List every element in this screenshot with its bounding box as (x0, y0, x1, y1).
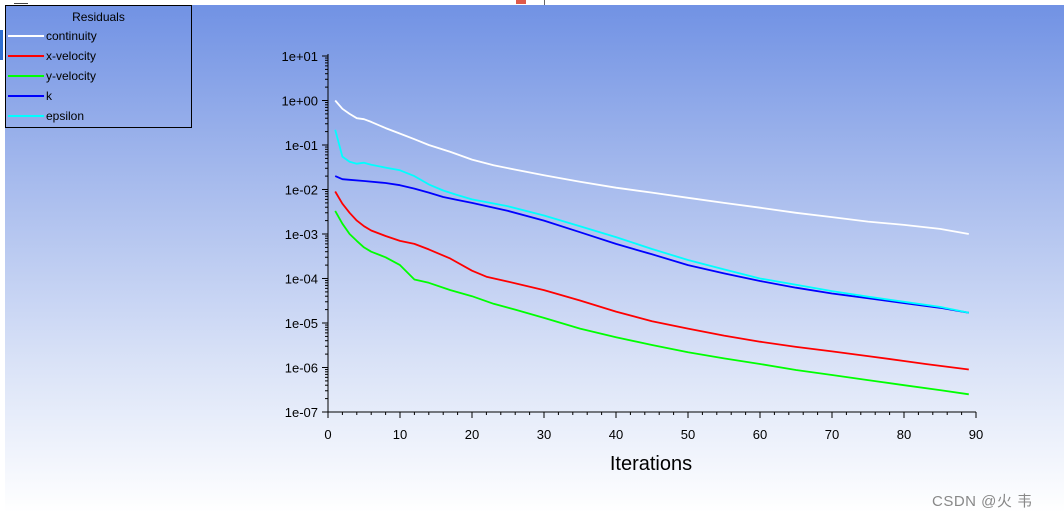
series-line-x-velocity (334, 191, 969, 371)
x-axis-title: Iterations (610, 453, 692, 475)
x-tick-label: 0 (324, 427, 331, 442)
y-tick-label: 1e-06 (285, 361, 318, 376)
x-tick-label: 10 (393, 427, 407, 442)
legend-label: epsilon (46, 109, 85, 123)
legend-item-epsilon: epsilon (6, 108, 191, 124)
x-tick-label: 60 (753, 427, 767, 442)
legend-swatch (8, 55, 44, 57)
legend-label: y-velocity (46, 69, 97, 83)
x-tick-label: 70 (825, 427, 839, 442)
legend-label: x-velocity (46, 49, 97, 63)
y-tick-label: 1e-05 (285, 316, 318, 331)
legend-swatch (8, 35, 44, 37)
axes-layer (322, 54, 977, 418)
graphics-window[interactable] (5, 5, 1064, 513)
x-tick-label: 90 (969, 427, 983, 442)
y-tick-label: 1e+00 (281, 94, 318, 109)
x-tick-label: 50 (681, 427, 695, 442)
series-line-y-velocity (334, 210, 969, 396)
legend-swatch (8, 95, 44, 97)
x-tick-label: 40 (609, 427, 623, 442)
series-line-k (334, 175, 969, 314)
legend-item-k: k (6, 88, 191, 104)
series-layer (334, 99, 969, 396)
y-tick-label: 1e-04 (285, 272, 318, 287)
legend-label: continuity (46, 29, 97, 43)
legend-item-y-velocity: y-velocity (6, 68, 191, 84)
legend-swatch (8, 75, 44, 77)
window-top-strip (0, 0, 1064, 5)
legend-item-continuity: continuity (6, 28, 191, 44)
series-line-continuity (334, 99, 969, 235)
y-tick-label: 1e-01 (285, 138, 318, 153)
window-edge-marker (0, 30, 3, 60)
toolbar-fragment-right (540, 0, 545, 5)
residuals-legend[interactable]: Residuals continuity x-velocity y-velocity… (5, 5, 192, 128)
tick-label-layer: 1e-07 1e-06 1e-05 1e-04 1e-03 1e-02 1e-01 1e+00… (281, 49, 983, 442)
watermark: CSDN @火 韦 (932, 493, 1033, 510)
y-tick-label: 1e-03 (285, 227, 318, 242)
toolbar-fragment (14, 0, 28, 4)
toolbar-icon-fragment (516, 0, 526, 4)
legend-swatch (8, 115, 44, 117)
legend-item-x-velocity: x-velocity (6, 48, 191, 64)
legend-title: Residuals (72, 10, 125, 24)
x-tick-label: 20 (465, 427, 479, 442)
x-tick-label: 80 (897, 427, 911, 442)
x-tick-label: 30 (537, 427, 551, 442)
series-line-epsilon (334, 129, 969, 314)
y-tick-label: 1e-07 (285, 405, 318, 420)
legend-label: k (46, 89, 52, 103)
y-tick-label: 1e-02 (285, 183, 318, 198)
y-tick-label: 1e+01 (281, 49, 318, 64)
